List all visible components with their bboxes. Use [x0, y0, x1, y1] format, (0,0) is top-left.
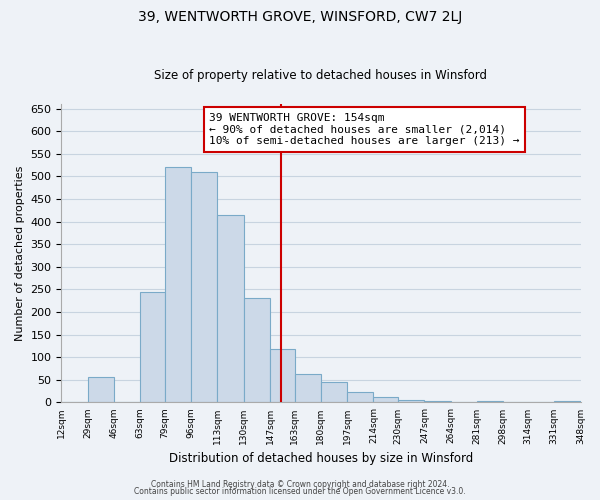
- Bar: [244, 298, 270, 403]
- Bar: [295, 374, 321, 402]
- Text: Contains HM Land Registry data © Crown copyright and database right 2024.: Contains HM Land Registry data © Crown c…: [151, 480, 449, 489]
- Bar: [165, 168, 191, 402]
- Bar: [554, 401, 581, 402]
- X-axis label: Distribution of detached houses by size in Winsford: Distribution of detached houses by size …: [169, 452, 473, 465]
- Bar: [270, 349, 295, 403]
- Bar: [321, 382, 347, 402]
- Bar: [398, 400, 424, 402]
- Bar: [88, 376, 114, 402]
- Bar: [477, 401, 503, 402]
- Title: Size of property relative to detached houses in Winsford: Size of property relative to detached ho…: [154, 69, 487, 82]
- Bar: [140, 292, 165, 403]
- Bar: [373, 397, 398, 402]
- Text: 39, WENTWORTH GROVE, WINSFORD, CW7 2LJ: 39, WENTWORTH GROVE, WINSFORD, CW7 2LJ: [138, 10, 462, 24]
- Bar: [191, 172, 217, 402]
- Text: Contains public sector information licensed under the Open Government Licence v3: Contains public sector information licen…: [134, 487, 466, 496]
- Y-axis label: Number of detached properties: Number of detached properties: [15, 166, 25, 341]
- Text: 39 WENTWORTH GROVE: 154sqm
← 90% of detached houses are smaller (2,014)
10% of s: 39 WENTWORTH GROVE: 154sqm ← 90% of deta…: [209, 113, 520, 146]
- Bar: [424, 401, 451, 402]
- Bar: [217, 215, 244, 402]
- Bar: [347, 392, 373, 402]
